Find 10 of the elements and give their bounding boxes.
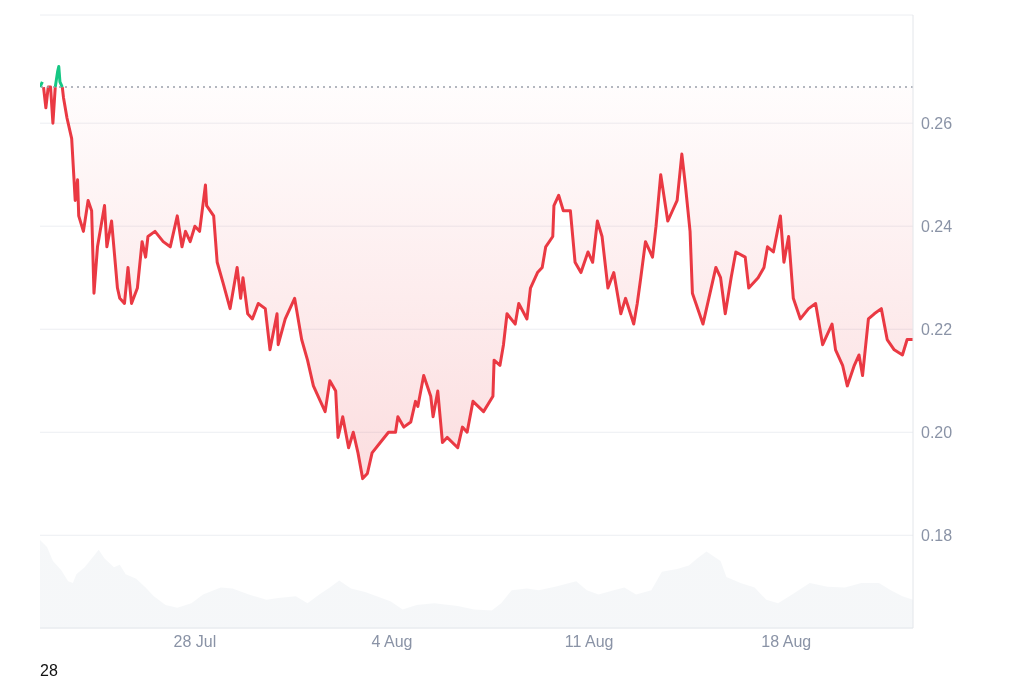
x-tick-label: 18 Aug [761, 633, 812, 651]
y-tick-label: 0.20 [921, 423, 953, 441]
x-tick-label: 4 Aug [371, 633, 413, 651]
x-tick-label: 28 Jul [173, 633, 217, 651]
y-tick-label: 0.24 [921, 217, 953, 235]
y-tick-label: 0.26 [921, 114, 953, 132]
text: 28 [40, 662, 58, 680]
x-tick-label: 11 Aug [564, 633, 614, 651]
y-tick-label: 0.22 [921, 320, 953, 338]
y-tick-label: 0.18 [921, 526, 953, 544]
